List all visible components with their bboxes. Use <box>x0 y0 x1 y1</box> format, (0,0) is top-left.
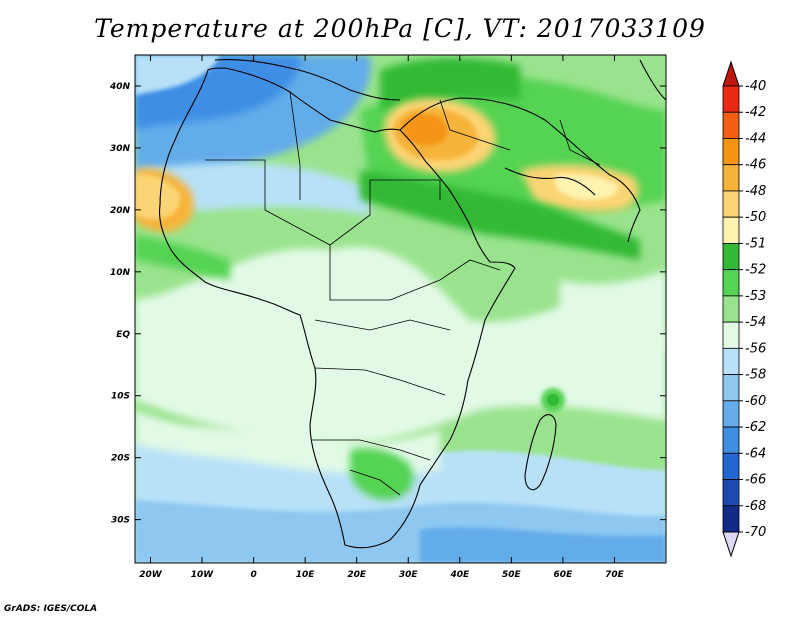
lat-tick-label: EQ <box>116 330 130 340</box>
colorbar-label: -46 <box>745 158 766 173</box>
field-gulf-guinea-green <box>135 235 230 280</box>
colorbar-swatch <box>722 374 740 402</box>
lat-tick-label: 20S <box>111 454 130 464</box>
lon-tick-label: 0 <box>250 570 256 580</box>
colorbar-swatch <box>722 216 740 244</box>
colorbar-label: -52 <box>745 263 766 278</box>
lon-tick-label: 10E <box>296 570 316 580</box>
colorbar-swatch <box>722 452 740 480</box>
lon-tick-label: 20E <box>347 570 367 580</box>
lon-tick-label: 60E <box>554 570 574 580</box>
border-south-africa <box>349 469 401 496</box>
border-algeria <box>289 91 301 200</box>
colorbar-swatch <box>722 295 740 323</box>
border-middle-east <box>439 99 511 151</box>
colorbar: -40 -42 -44 -46 -48 -50 -51 -52 -53 -54 -56 -58 -60 -… <box>722 60 766 558</box>
colorbar-label: -42 <box>745 105 766 120</box>
colorbar-label: -51 <box>745 236 766 251</box>
colorbar-label: -60 <box>745 394 766 409</box>
colorbar-bottom-arrow <box>722 531 740 558</box>
field-indian-ocean-pale <box>560 270 666 350</box>
colorbar-swatch <box>722 505 740 533</box>
madagascar-coastline <box>524 414 557 491</box>
colorbar-swatch <box>722 111 740 139</box>
field-northwest-corner-patch <box>135 55 220 95</box>
lon-tick-label: 50E <box>502 570 522 580</box>
colorbar-label: -54 <box>745 315 766 330</box>
lat-tick-label: 30N <box>110 144 131 154</box>
arabian-gulf-coast <box>504 167 596 196</box>
africa-coastline <box>159 67 516 549</box>
colorbar-label: -62 <box>745 420 766 435</box>
chart-title: Temperature at 200hPa [C], VT: 201703310… <box>94 14 706 43</box>
field-sahel-green-band <box>360 170 640 260</box>
lat-tick-label: 40N <box>109 82 131 92</box>
colorbar-swatch <box>722 321 740 349</box>
colorbar-swatch <box>722 164 740 192</box>
colorbar-label: -40 <box>745 79 766 94</box>
grads-credit: GrADS: IGES/COLA <box>4 604 98 614</box>
lon-tick-label: 10W <box>191 570 215 580</box>
colorbar-label: -68 <box>745 499 766 514</box>
lon-tick-label: 70E <box>605 570 625 580</box>
border-congo-tanzania <box>314 367 446 396</box>
border-horn-of-africa <box>439 259 501 281</box>
field-sahara-cool-band <box>135 162 370 215</box>
field-cyclone-core <box>547 394 559 406</box>
colorbar-label: -53 <box>745 289 766 304</box>
colorbar-label: -70 <box>745 525 766 540</box>
lat-tick-label: 10S <box>111 392 130 402</box>
field-south-coldest-patch <box>420 527 666 563</box>
map-frame <box>134 54 667 564</box>
lat-tick-label: 20N <box>110 206 131 216</box>
lon-tick-label: 30E <box>399 570 419 580</box>
lat-tick-label: 10N <box>110 268 131 278</box>
lat-tick-label: 30S <box>111 516 130 526</box>
colorbar-swatch <box>722 138 740 166</box>
colorbar-swatch <box>722 426 740 454</box>
field-med-green-strip <box>380 58 520 110</box>
coastlines <box>159 58 666 549</box>
field-west-africa-warm-pale <box>135 174 181 220</box>
colorbar-swatch <box>722 269 740 297</box>
border-chad-sudan <box>329 245 441 301</box>
colorbar-label: -50 <box>745 210 766 225</box>
border-iran <box>559 119 601 166</box>
field-warm-core-inner <box>402 113 448 146</box>
colorbar-label: -58 <box>745 368 766 383</box>
temperature-field <box>135 55 666 563</box>
middle-east-coastline <box>399 97 641 243</box>
latitude-axis: 40N 30N 20N 10N EQ 10S 20S 30S <box>109 82 666 526</box>
border-libya-egypt <box>370 179 441 200</box>
border-west-sahara <box>205 159 371 246</box>
lon-tick-label: 40E <box>449 570 470 580</box>
colorbar-top-arrow <box>722 60 740 87</box>
colorbar-label: -64 <box>745 446 766 461</box>
colorbar-swatch <box>722 85 740 113</box>
colorbar-label: -44 <box>745 131 766 146</box>
colorbar-swatch <box>722 479 740 507</box>
border-southern-africa <box>312 439 431 461</box>
colorbar-swatch <box>722 190 740 218</box>
colorbar-swatch <box>722 243 740 271</box>
field-southern-africa-green <box>350 448 414 500</box>
field-tropical-pale-band <box>135 247 666 443</box>
northeast-coast <box>639 59 666 101</box>
colorbar-swatch <box>722 400 740 428</box>
colorbar-label: -48 <box>745 184 766 199</box>
southern-europe-coast <box>214 58 401 101</box>
country-borders <box>205 91 601 496</box>
border-central-africa <box>314 319 451 331</box>
lon-tick-label: 20W <box>139 570 163 580</box>
longitude-axis: 20W 10W 0 10E 20E 30E 40E 50E 60E 70E <box>139 55 625 580</box>
colorbar-label: -66 <box>745 473 766 488</box>
colorbar-swatch <box>722 347 740 375</box>
colorbar-label: -56 <box>745 341 766 356</box>
